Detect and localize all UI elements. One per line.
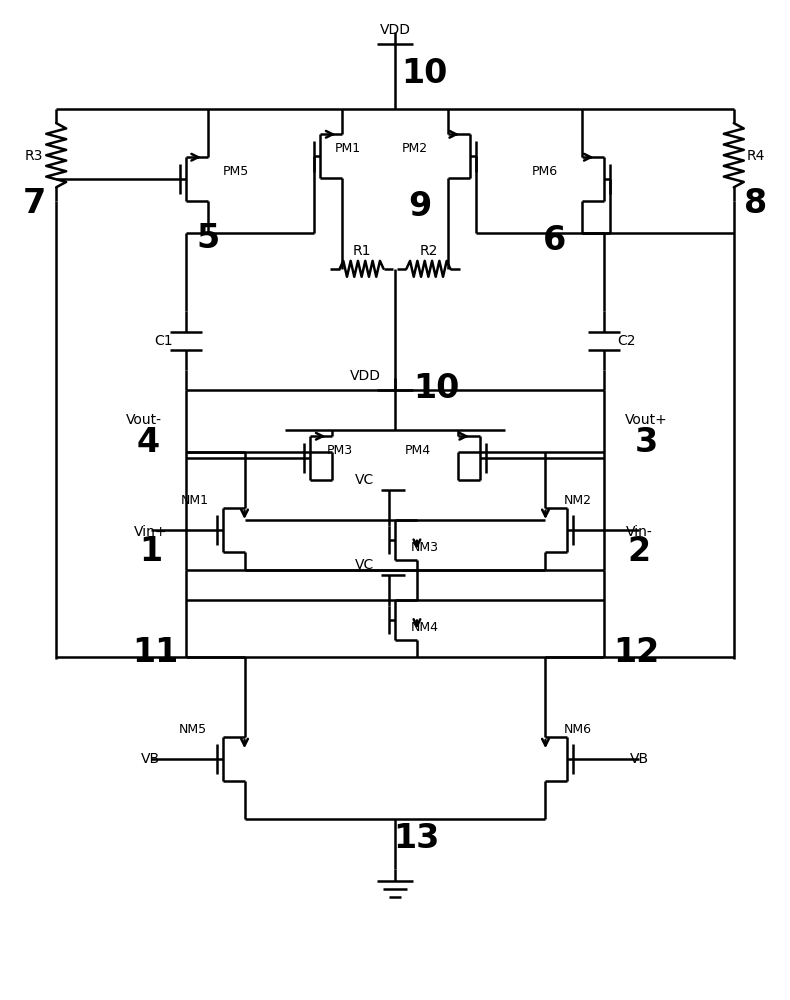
Text: PM6: PM6 — [532, 165, 558, 178]
Text: Vin-: Vin- — [626, 525, 653, 539]
Text: NM2: NM2 — [563, 494, 592, 507]
Text: VB: VB — [141, 752, 160, 766]
Text: 8: 8 — [744, 187, 767, 220]
Text: R4: R4 — [747, 149, 765, 163]
Text: 11: 11 — [133, 636, 179, 669]
Text: Vout+: Vout+ — [625, 413, 668, 427]
Text: R3: R3 — [25, 149, 43, 163]
Text: 4: 4 — [137, 426, 160, 459]
Text: 6: 6 — [543, 224, 566, 257]
Text: C1: C1 — [155, 334, 173, 348]
Text: R2: R2 — [419, 244, 438, 258]
Text: 9: 9 — [408, 190, 431, 223]
Text: NM4: NM4 — [411, 621, 439, 634]
Text: Vin+: Vin+ — [134, 525, 167, 539]
Text: C2: C2 — [617, 334, 635, 348]
Text: 10: 10 — [414, 372, 460, 405]
Text: VC: VC — [355, 473, 374, 487]
Text: NM6: NM6 — [563, 723, 592, 736]
Text: 3: 3 — [634, 426, 658, 459]
Text: PM2: PM2 — [402, 142, 428, 155]
Text: 2: 2 — [627, 535, 651, 568]
Text: Vout-: Vout- — [126, 413, 162, 427]
Text: 7: 7 — [23, 187, 46, 220]
Text: 1: 1 — [139, 535, 163, 568]
Text: PM1: PM1 — [335, 142, 361, 155]
Text: R1: R1 — [352, 244, 371, 258]
Text: VDD: VDD — [379, 23, 411, 37]
Text: NM3: NM3 — [411, 541, 439, 554]
Text: NM1: NM1 — [181, 494, 209, 507]
Text: NM5: NM5 — [179, 723, 207, 736]
Text: PM5: PM5 — [223, 165, 249, 178]
Text: VC: VC — [355, 558, 374, 572]
Text: 12: 12 — [613, 636, 660, 669]
Text: 10: 10 — [401, 57, 448, 90]
Text: PM3: PM3 — [327, 444, 353, 457]
Text: VB: VB — [630, 752, 649, 766]
Text: 5: 5 — [196, 222, 220, 255]
Text: VDD: VDD — [350, 369, 381, 383]
Text: 13: 13 — [393, 822, 440, 855]
Text: PM4: PM4 — [404, 444, 431, 457]
